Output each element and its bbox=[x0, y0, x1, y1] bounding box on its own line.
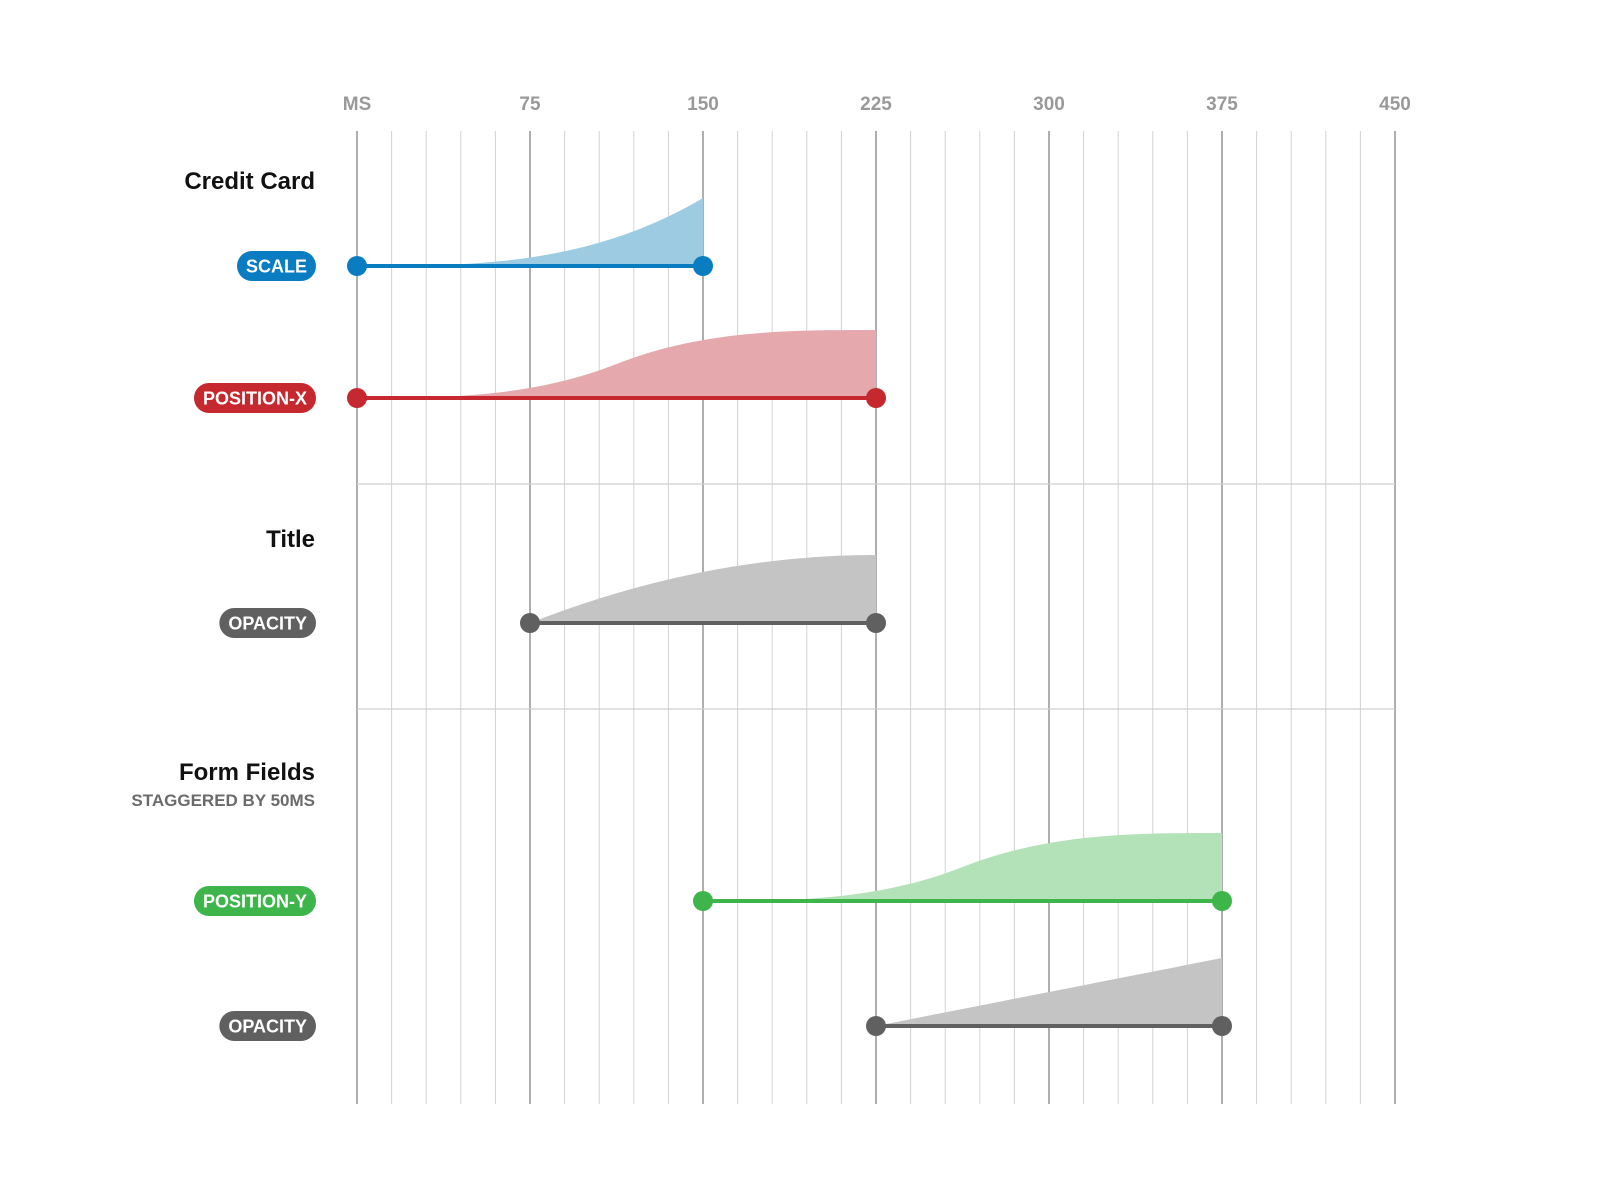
track-label-pill: POSITION-Y bbox=[193, 886, 316, 916]
track-end-dot bbox=[693, 256, 713, 276]
axis-tick-label: 75 bbox=[519, 94, 541, 115]
track-start-dot bbox=[347, 388, 367, 408]
track-label: OPACITY bbox=[228, 614, 307, 634]
group-title: Form Fields bbox=[179, 759, 315, 786]
group-title: Title bbox=[266, 526, 315, 553]
easing-curve-area bbox=[357, 330, 876, 398]
track-label: POSITION-Y bbox=[203, 892, 307, 912]
axis-tick-label: 450 bbox=[1379, 94, 1411, 115]
group-titles: Credit Card Title Form Fields STAGGERED BY … bbox=[131, 168, 315, 810]
pill-background bbox=[219, 608, 316, 638]
pill-background bbox=[193, 886, 316, 916]
axis-tick-label: 300 bbox=[1033, 94, 1065, 115]
easing-curve-area bbox=[876, 958, 1222, 1026]
track-end-dot bbox=[1212, 891, 1232, 911]
track-label: OPACITY bbox=[228, 1017, 307, 1037]
track-start-dot bbox=[693, 891, 713, 911]
animation-tracks: SCALE POSITION-X OPACITY POSITION-Y OPACITY bbox=[193, 198, 1232, 1041]
track-label: SCALE bbox=[246, 257, 307, 277]
axis-tick-label: 375 bbox=[1206, 94, 1238, 115]
pill-background bbox=[193, 383, 316, 413]
axis-tick-label: 225 bbox=[860, 94, 892, 115]
pill-background bbox=[219, 1011, 316, 1041]
group-title: Credit Card bbox=[184, 168, 315, 195]
track-end-dot bbox=[1212, 1016, 1232, 1036]
axis-tick-labels: MS 75 150 225 300 375 450 bbox=[343, 94, 1411, 115]
track-end-dot bbox=[866, 613, 886, 633]
track-label-pill: OPACITY bbox=[219, 608, 316, 638]
track-start-dot bbox=[347, 256, 367, 276]
pill-background bbox=[236, 251, 316, 281]
axis-tick-label: 150 bbox=[687, 94, 719, 115]
track-label: POSITION-X bbox=[203, 389, 307, 409]
group-subtitle: STAGGERED BY 50MS bbox=[131, 791, 315, 810]
track-label-pill: OPACITY bbox=[219, 1011, 316, 1041]
axis-unit-label: MS bbox=[343, 94, 372, 115]
track-start-dot bbox=[520, 613, 540, 633]
easing-curve-area bbox=[357, 198, 703, 266]
track-label-pill: POSITION-X bbox=[193, 383, 316, 413]
track-end-dot bbox=[866, 388, 886, 408]
easing-curve-area bbox=[703, 833, 1222, 901]
easing-curve-area bbox=[530, 555, 876, 623]
track-start-dot bbox=[866, 1016, 886, 1036]
group-separators bbox=[357, 483, 1395, 710]
track-label-pill: SCALE bbox=[236, 251, 316, 281]
